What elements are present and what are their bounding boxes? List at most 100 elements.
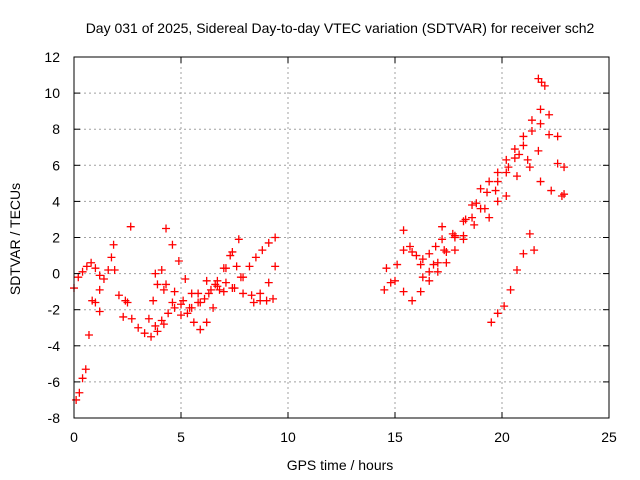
data-point: [534, 146, 543, 155]
data-point: [110, 265, 119, 274]
data-point: [433, 267, 442, 276]
data-point: [271, 233, 280, 242]
data-point: [162, 280, 171, 289]
data-point: [459, 217, 468, 226]
x-tick-label: 0: [70, 429, 78, 445]
data-point: [527, 127, 536, 136]
data-point: [127, 314, 136, 323]
data-point: [247, 291, 256, 300]
data-point: [553, 132, 562, 141]
data-point: [512, 172, 521, 181]
data-point: [91, 264, 100, 273]
data-point: [429, 260, 438, 269]
data-point: [425, 267, 434, 276]
data-point: [262, 296, 271, 305]
data-point: [425, 249, 434, 258]
data-point: [450, 246, 459, 255]
data-point: [232, 262, 241, 271]
data-point: [226, 251, 235, 260]
data-point: [416, 260, 425, 269]
data-point: [433, 258, 442, 267]
data-point: [144, 314, 153, 323]
data-point: [140, 329, 149, 338]
data-point: [177, 311, 185, 320]
data-point: [399, 287, 408, 296]
data-point: [545, 110, 554, 119]
data-point: [196, 298, 205, 307]
data-point: [72, 395, 81, 404]
data-point: [264, 278, 273, 287]
data-point: [493, 309, 502, 318]
data-point: [510, 154, 519, 163]
data-point: [399, 226, 408, 235]
data-point: [213, 282, 222, 291]
data-point: [519, 249, 528, 258]
data-point: [215, 285, 224, 294]
series-arc-k: [249, 294, 278, 307]
data-point: [476, 184, 485, 193]
x-tick-label: 10: [280, 429, 296, 445]
data-point: [510, 145, 519, 154]
data-point: [408, 296, 417, 305]
data-point: [519, 141, 528, 150]
data-point: [540, 81, 549, 90]
y-tick-label: 2: [52, 230, 60, 246]
data-point: [448, 229, 457, 238]
data-point: [168, 298, 177, 307]
data-point: [95, 271, 104, 280]
series-arc-l: [380, 235, 447, 294]
data-point: [382, 264, 391, 273]
y-tick-label: 4: [52, 193, 60, 209]
data-point: [380, 285, 389, 294]
data-point: [228, 247, 237, 256]
data-point: [157, 316, 166, 325]
data-point: [459, 235, 468, 244]
data-point: [515, 150, 524, 159]
y-tick-label: 6: [52, 157, 60, 173]
data-point: [408, 247, 417, 256]
data-point: [134, 323, 143, 332]
data-point: [121, 296, 130, 305]
data-point: [170, 287, 179, 296]
data-point: [493, 197, 502, 206]
data-point: [271, 262, 280, 271]
data-point: [82, 262, 91, 271]
data-point: [502, 168, 511, 177]
data-point: [525, 229, 534, 238]
data-point: [442, 258, 451, 267]
x-axis-label: GPS time / hours: [287, 457, 394, 473]
y-tick-label: 10: [44, 85, 60, 101]
data-point: [472, 199, 481, 208]
data-point: [107, 253, 116, 262]
series-arc-o: [418, 150, 566, 282]
data-point: [194, 289, 203, 298]
data-point: [536, 119, 545, 128]
series-arc-g: [162, 224, 280, 307]
data-point: [487, 318, 496, 327]
data-point: [251, 253, 260, 262]
data-point: [442, 247, 451, 256]
data-point: [557, 191, 566, 200]
data-point: [211, 280, 220, 289]
data-point: [78, 374, 87, 383]
chart-title: Day 031 of 2025, Sidereal Day-to-day VTE…: [86, 20, 595, 36]
series-arc-c: [95, 240, 118, 294]
x-tick-label: 20: [494, 429, 510, 445]
data-point: [416, 287, 425, 296]
x-tick-label: 5: [177, 429, 185, 445]
data-point: [245, 262, 254, 271]
data-point: [181, 275, 190, 284]
data-point: [151, 269, 160, 278]
data-point: [504, 163, 513, 172]
y-tick-label: -6: [48, 374, 61, 390]
data-point: [114, 291, 123, 300]
data-point: [179, 296, 188, 305]
data-point: [418, 273, 427, 282]
data-point: [480, 204, 489, 213]
data-point: [553, 159, 562, 168]
data-point: [206, 285, 215, 294]
y-tick-label: 0: [52, 266, 60, 282]
data-point: [202, 276, 211, 285]
data-point: [386, 278, 395, 287]
